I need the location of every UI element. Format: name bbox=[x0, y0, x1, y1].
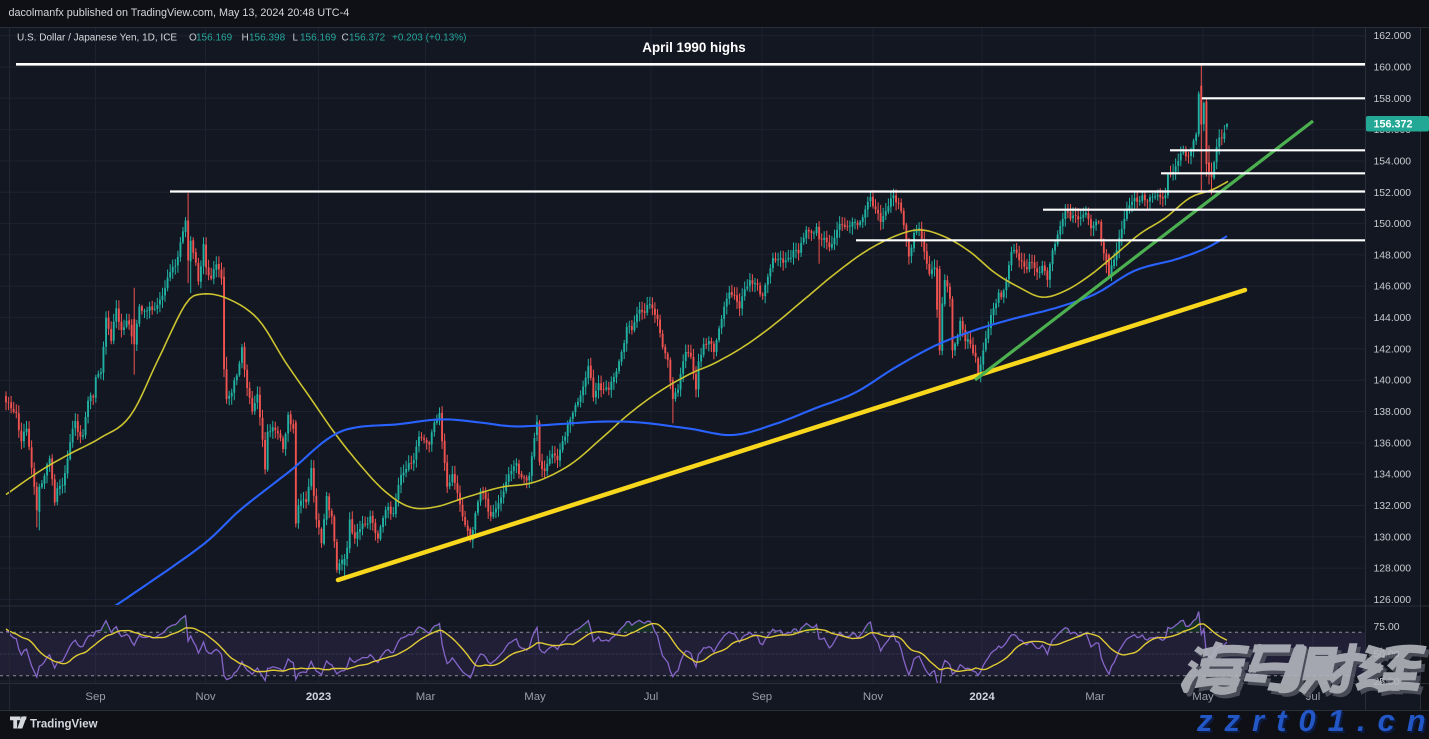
svg-text:2023: 2023 bbox=[306, 691, 331, 703]
svg-text:140.000: 140.000 bbox=[1374, 376, 1412, 387]
svg-text:75.00: 75.00 bbox=[1374, 622, 1400, 633]
svg-text:L: L bbox=[293, 33, 299, 44]
svg-text:Sep: Sep bbox=[752, 691, 772, 703]
svg-text:148.000: 148.000 bbox=[1374, 250, 1412, 261]
svg-text:134.000: 134.000 bbox=[1374, 470, 1412, 481]
svg-text:126.000: 126.000 bbox=[1374, 595, 1412, 606]
svg-text:156.169: 156.169 bbox=[196, 33, 233, 44]
svg-text:156.169: 156.169 bbox=[300, 33, 337, 44]
svg-text:Nov: Nov bbox=[195, 691, 216, 703]
svg-text:May: May bbox=[524, 691, 546, 703]
svg-text:138.000: 138.000 bbox=[1374, 407, 1412, 418]
svg-text:Jul: Jul bbox=[644, 691, 659, 703]
svg-text:O: O bbox=[189, 33, 197, 44]
svg-text:TradingView: TradingView bbox=[30, 719, 98, 731]
svg-text:zzrt01.cn: zzrt01.cn bbox=[1196, 703, 1429, 738]
svg-text:Mar: Mar bbox=[1085, 691, 1105, 703]
svg-text:146.000: 146.000 bbox=[1374, 282, 1412, 293]
svg-text:Sep: Sep bbox=[85, 691, 105, 703]
svg-text:142.000: 142.000 bbox=[1374, 344, 1412, 355]
svg-text:C: C bbox=[342, 33, 349, 44]
svg-text:156.372: 156.372 bbox=[349, 33, 386, 44]
svg-text:130.000: 130.000 bbox=[1374, 532, 1412, 543]
svg-text:2024: 2024 bbox=[969, 691, 995, 703]
svg-text:Mar: Mar bbox=[416, 691, 436, 703]
svg-text:160.000: 160.000 bbox=[1374, 63, 1412, 74]
svg-text:zzrt01.cn: zzrt01.cn bbox=[1198, 705, 1429, 739]
svg-text:162.000: 162.000 bbox=[1374, 31, 1412, 42]
svg-text:Nov: Nov bbox=[863, 691, 884, 703]
svg-text:136.000: 136.000 bbox=[1374, 438, 1412, 449]
svg-text:April 1990 highs: April 1990 highs bbox=[642, 40, 745, 55]
svg-text:152.000: 152.000 bbox=[1374, 188, 1412, 199]
svg-text:156.372: 156.372 bbox=[1374, 119, 1413, 131]
svg-text:H: H bbox=[242, 33, 249, 44]
svg-text:+0.203 (+0.13%): +0.203 (+0.13%) bbox=[392, 33, 467, 44]
svg-text:156.398: 156.398 bbox=[249, 33, 286, 44]
svg-text:May: May bbox=[1192, 691, 1214, 703]
svg-text:154.000: 154.000 bbox=[1374, 157, 1412, 168]
svg-text:150.000: 150.000 bbox=[1374, 219, 1412, 230]
svg-text:U.S. Dollar / Japanese Yen, 1D: U.S. Dollar / Japanese Yen, 1D, ICE bbox=[17, 33, 177, 44]
svg-text:132.000: 132.000 bbox=[1374, 501, 1412, 512]
svg-text:dacolmanfx published on Tradin: dacolmanfx published on TradingView.com,… bbox=[9, 7, 350, 19]
svg-text:158.000: 158.000 bbox=[1374, 94, 1412, 105]
svg-text:144.000: 144.000 bbox=[1374, 313, 1412, 324]
svg-text:128.000: 128.000 bbox=[1374, 564, 1412, 575]
